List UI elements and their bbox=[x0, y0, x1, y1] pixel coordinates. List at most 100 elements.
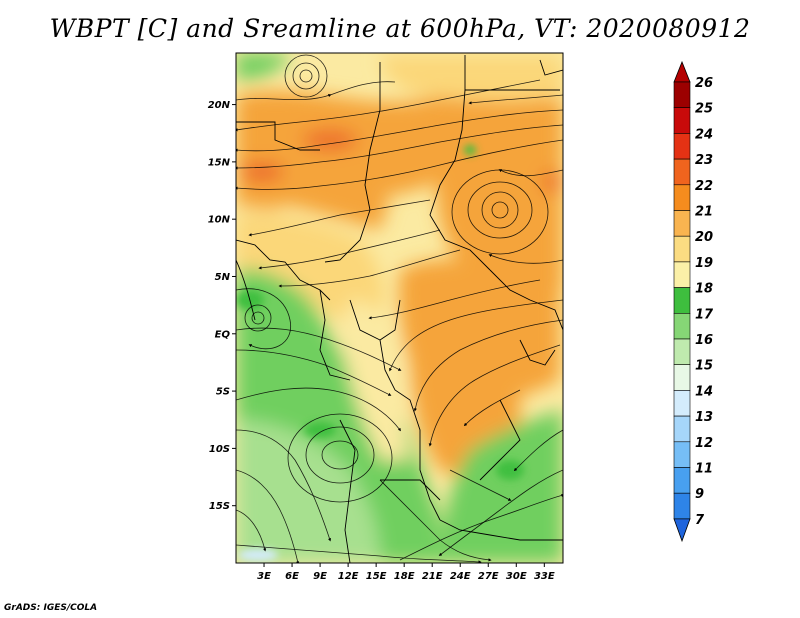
lat-tick-label: 5S bbox=[216, 387, 230, 398]
lon-tick-label: 6E bbox=[285, 571, 299, 582]
colorbar-swatch bbox=[673, 312, 691, 340]
colorbar-swatch bbox=[673, 81, 691, 109]
streamline bbox=[389, 299, 563, 372]
border bbox=[479, 399, 521, 481]
streamline bbox=[248, 199, 431, 237]
colorbar-label: 7 bbox=[695, 513, 705, 528]
lat-tick-label: 15S bbox=[209, 501, 230, 512]
colorbar-swatch bbox=[673, 441, 691, 468]
border bbox=[339, 419, 356, 563]
streamline bbox=[321, 440, 359, 470]
border bbox=[539, 59, 563, 76]
border bbox=[319, 289, 351, 381]
streamline bbox=[284, 54, 328, 98]
lon-tick-label: 15E bbox=[366, 571, 387, 582]
lon-tick-label: 27E bbox=[478, 571, 499, 582]
streamline bbox=[438, 469, 563, 556]
streamline bbox=[236, 429, 332, 542]
field-hot-northwest bbox=[240, 162, 284, 182]
streamline bbox=[491, 201, 509, 219]
colorbar-min-arrow bbox=[673, 518, 691, 543]
colorbar-label: 15 bbox=[695, 359, 713, 374]
colorbar-swatch bbox=[673, 492, 691, 520]
border bbox=[439, 519, 563, 541]
lon-tick-label: 24E bbox=[450, 571, 471, 582]
latitude-axis: 20N 15N 10N 5N EQ 5S 10S 15S bbox=[208, 100, 236, 512]
colorbar-label: 11 bbox=[695, 462, 713, 477]
field-green-deep-1 bbox=[304, 422, 336, 438]
streamline bbox=[236, 387, 401, 432]
lon-tick-label: 3E bbox=[257, 571, 271, 582]
colorbar-swatch bbox=[673, 415, 691, 443]
map-frame bbox=[235, 52, 564, 564]
colorbar-swatch bbox=[673, 107, 691, 134]
colorbar-swatch bbox=[673, 261, 691, 288]
streamline bbox=[244, 304, 272, 332]
field-orange-northeast bbox=[436, 125, 563, 294]
wbpt-field bbox=[236, 53, 563, 563]
field-green-top-left bbox=[236, 53, 290, 80]
field-hot-northeast bbox=[542, 172, 562, 192]
streamline bbox=[236, 288, 292, 350]
streamline bbox=[305, 426, 375, 484]
streamline bbox=[449, 469, 512, 501]
chart-title: WBPT [C] and Sreamline at 600hPa, VT: 20… bbox=[49, 14, 751, 43]
lon-tick-label: 12E bbox=[338, 571, 359, 582]
streamline bbox=[236, 124, 563, 170]
streamline bbox=[368, 279, 541, 320]
lat-tick-label: 15N bbox=[208, 157, 231, 168]
streamline bbox=[278, 249, 461, 288]
lat-tick-label: 10S bbox=[209, 444, 230, 455]
colorbar-swatch bbox=[673, 158, 691, 186]
grads-credit: GrADS: IGES/COLA bbox=[4, 603, 98, 613]
lat-tick-label: 5N bbox=[215, 272, 231, 283]
streamline bbox=[236, 81, 396, 101]
field-blue-pale bbox=[238, 549, 278, 561]
streamline bbox=[236, 139, 563, 190]
colorbar-swatch bbox=[673, 467, 691, 494]
field-orange-central bbox=[399, 259, 560, 404]
colorbar-label: 16 bbox=[695, 333, 713, 348]
streamline bbox=[468, 94, 563, 105]
colorbar-max-arrow bbox=[673, 60, 691, 83]
streamline bbox=[513, 429, 563, 472]
streamline bbox=[463, 389, 521, 427]
border bbox=[519, 339, 556, 366]
colorbar-swatch bbox=[673, 287, 691, 314]
streamline bbox=[287, 413, 393, 503]
colorbar-swatch bbox=[673, 133, 691, 160]
colorbar-label: 21 bbox=[695, 205, 713, 220]
border bbox=[324, 62, 381, 263]
field-green-pale bbox=[240, 520, 360, 560]
lat-tick-label: EQ bbox=[215, 329, 231, 340]
colorbar-label: 14 bbox=[695, 384, 713, 399]
colorbar-label: 22 bbox=[695, 179, 713, 194]
streamline bbox=[236, 469, 300, 563]
streamline bbox=[428, 344, 561, 447]
border bbox=[429, 89, 491, 271]
lon-tick-label: 21E bbox=[422, 571, 443, 582]
border bbox=[236, 259, 256, 321]
streamline bbox=[413, 319, 563, 412]
streamline bbox=[399, 493, 563, 561]
streamline bbox=[498, 169, 563, 177]
streamline bbox=[379, 479, 492, 562]
field-green-southeast bbox=[440, 410, 563, 563]
lon-tick-label: 9E bbox=[313, 571, 327, 582]
streamline bbox=[467, 181, 533, 239]
field-hot-north bbox=[302, 130, 358, 150]
streamline bbox=[488, 254, 563, 264]
colorbar-label: 13 bbox=[695, 410, 713, 425]
colorbar-label: 26 bbox=[695, 76, 713, 91]
field-yellow-top bbox=[380, 55, 563, 101]
colorbar-swatch bbox=[673, 184, 691, 211]
streamline bbox=[236, 109, 563, 152]
colorbar-swatch bbox=[673, 364, 691, 391]
colorbar-label: 18 bbox=[695, 282, 713, 297]
streamline bbox=[251, 311, 265, 325]
streamlines bbox=[236, 54, 563, 563]
streamline bbox=[236, 79, 541, 132]
streamline bbox=[236, 327, 402, 371]
colorbar-label: 20 bbox=[695, 230, 713, 245]
